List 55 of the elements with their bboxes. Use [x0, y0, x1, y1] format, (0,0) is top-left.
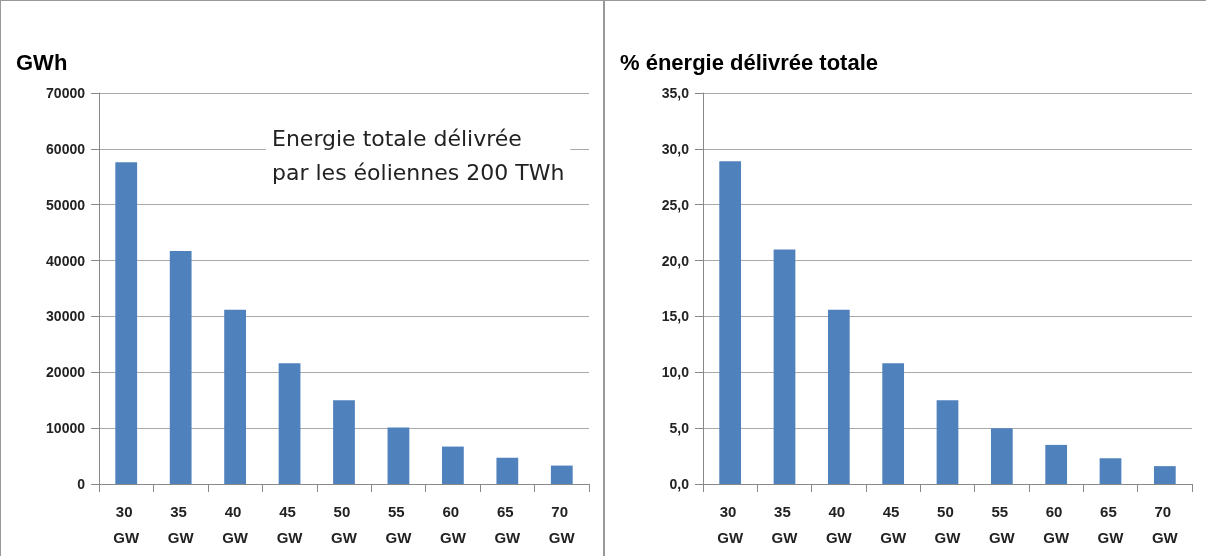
x-tick-label: 70 GW [1151, 502, 1179, 546]
y-tick-label: 25,0 [661, 196, 690, 213]
y-tick-label: 30,0 [661, 140, 690, 157]
x-tick-label: 35 GW [167, 502, 195, 546]
x-tick-label: 40 GW [222, 502, 249, 546]
y-axis-title: % énergie délivrée totale [620, 49, 878, 75]
bar [224, 309, 246, 484]
y-tick-label: 20,0 [661, 252, 690, 269]
bar [990, 428, 1013, 484]
y-tick-label: 0 [77, 476, 86, 492]
x-tick-label: 60 GW [1043, 502, 1070, 546]
bar [1153, 466, 1176, 484]
bar [115, 162, 138, 484]
bar [719, 161, 742, 484]
bar [442, 446, 464, 484]
x-tick-label: 55 GW [385, 502, 413, 546]
bar [936, 400, 959, 484]
x-tick-label: 40 GW [825, 502, 853, 546]
x-tick-label: 50 GW [331, 502, 358, 546]
bar [550, 465, 573, 484]
x-tick-label: 65 GW [1097, 502, 1125, 546]
y-tick-label: 70000 [46, 85, 86, 101]
y-tick-label: 5,0 [669, 420, 690, 437]
bar [1099, 458, 1122, 484]
y-tick-label: 20000 [46, 364, 86, 381]
y-tick-label: 30000 [46, 308, 86, 325]
bar [278, 363, 301, 484]
x-tick-label: 45 GW [880, 502, 907, 546]
bar [387, 427, 410, 484]
y-tick-label: 15,0 [661, 308, 690, 325]
bar [827, 309, 850, 484]
bar [882, 363, 905, 484]
bar [773, 249, 796, 484]
x-tick-label: 60 GW [439, 502, 467, 546]
y-axis-title: GWh [16, 49, 68, 75]
annotation: Energie totale délivrée par les éoliennes 200 TWh [272, 125, 565, 185]
x-tick-label: 35 GW [771, 502, 799, 546]
x-tick-label: 55 GW [988, 502, 1016, 546]
x-tick-label: 65 GW [494, 502, 522, 546]
x-tick-label: 70 GW [548, 502, 576, 546]
y-tick-label: 50000 [46, 196, 86, 213]
bar [169, 251, 192, 484]
y-tick-label: 10000 [46, 420, 86, 437]
bar [496, 457, 519, 484]
bar [1045, 444, 1068, 484]
y-tick-label: 60000 [46, 140, 86, 157]
y-tick-label: 0,0 [669, 476, 690, 492]
x-tick-label: 30 GW [717, 502, 744, 546]
x-tick-label: 50 GW [934, 502, 962, 546]
x-tick-label: 45 GW [276, 502, 304, 546]
bar [333, 400, 355, 484]
y-tick-label: 35,0 [661, 85, 690, 101]
y-tick-label: 10,0 [661, 364, 690, 381]
x-tick-label: 30 GW [113, 502, 140, 546]
y-tick-label: 40000 [46, 252, 86, 269]
